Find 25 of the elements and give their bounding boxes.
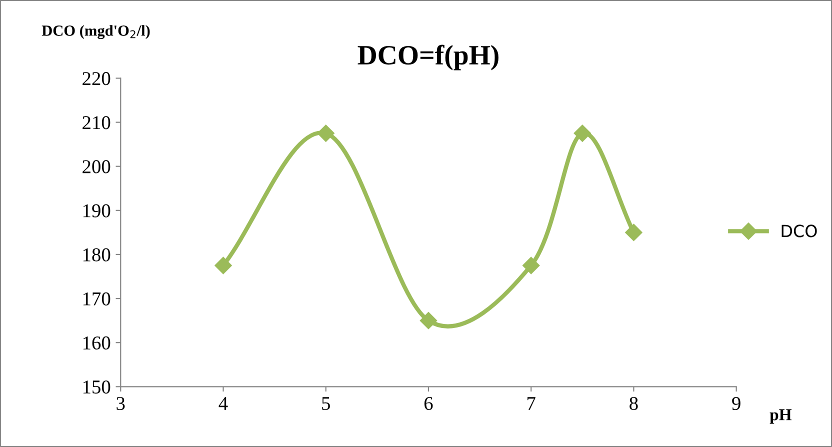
y-tick-label: 170 [83, 292, 110, 306]
point [574, 124, 591, 142]
y-tick-label: 210 [82, 116, 110, 130]
x-tick-label: 3 [116, 396, 125, 410]
x-tick-label: 5 [322, 397, 330, 410]
point [214, 256, 232, 274]
x-tick-label: 4 [218, 397, 228, 410]
y-tick-label: 190 [83, 204, 110, 218]
x-tick-label: 9 [732, 396, 740, 410]
legend-label: DCO [782, 224, 817, 238]
chart-title: DCO=f(pH) [358, 44, 498, 70]
point [625, 224, 642, 241]
y-axis-title: DCO (mgd'O$_{2}$/l) [42, 25, 150, 40]
point [522, 256, 540, 274]
y-tick-label: 220 [82, 72, 110, 86]
y-tick-label: 200 [82, 160, 110, 174]
y-tick-label: 160 [83, 336, 110, 350]
x-tick-label: 6 [424, 396, 433, 410]
y-tick-label: 180 [83, 248, 110, 262]
x-axis-title: pH [770, 409, 792, 424]
x-tick-label: 7 [528, 397, 536, 410]
y-tick-label: 150 [83, 380, 110, 394]
point [420, 312, 438, 330]
point [317, 124, 334, 142]
x-tick-label: 8 [630, 396, 638, 410]
